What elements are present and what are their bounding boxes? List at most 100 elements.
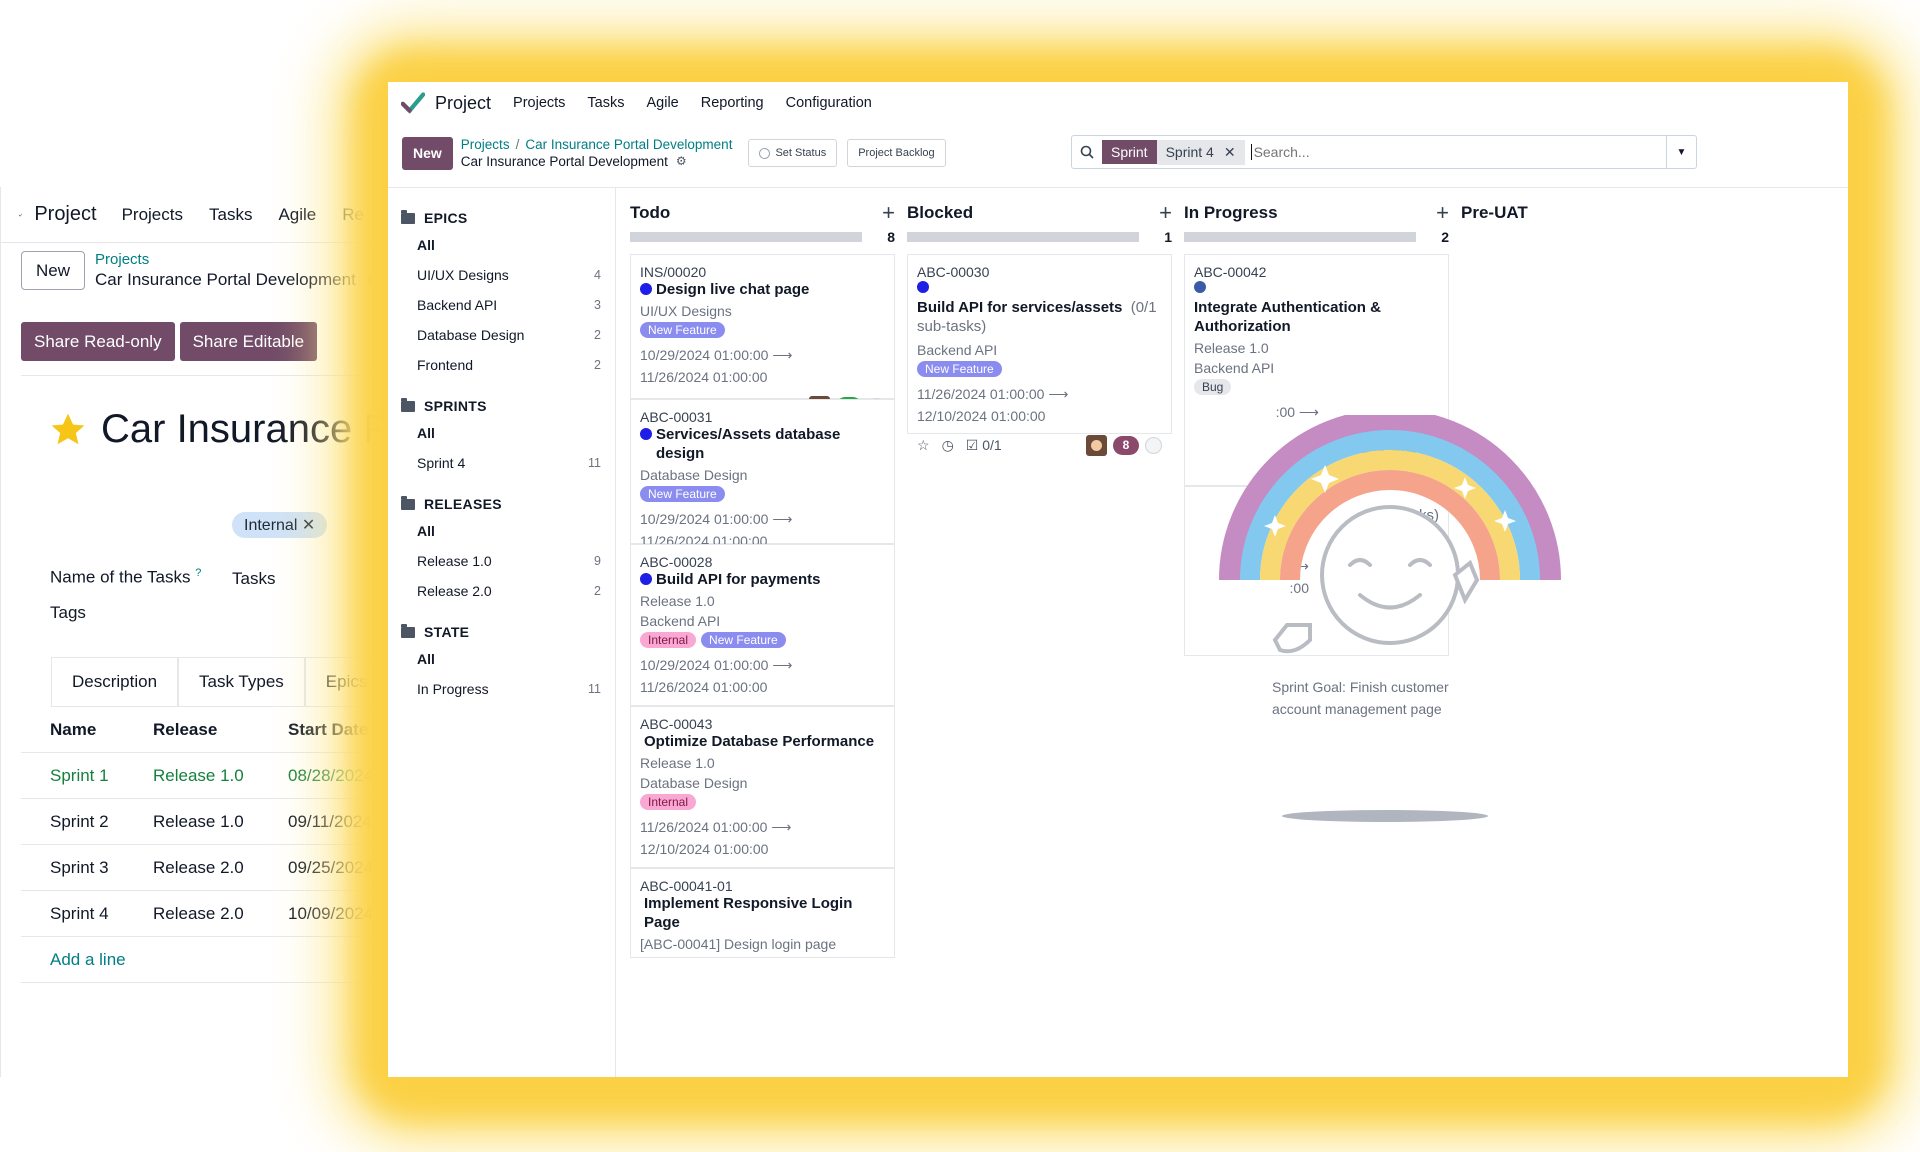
gear-icon[interactable]: ⚙ bbox=[675, 154, 687, 168]
remove-facet-icon[interactable]: ✕ bbox=[1223, 143, 1236, 160]
sidebar-item-sprint-4[interactable]: Sprint 4 11 bbox=[417, 455, 601, 471]
sidebar-item-frontend[interactable]: Frontend 2 bbox=[417, 357, 601, 373]
task-card[interactable]: ABC-00030 Build API for services/assets … bbox=[907, 254, 1172, 456]
field-label-name-of-tasks: Name of the Tasks ? bbox=[50, 567, 202, 587]
share-editable-button[interactable]: Share Editable bbox=[179, 322, 318, 361]
column-title[interactable]: Todo bbox=[630, 203, 671, 222]
star-icon[interactable]: ☆ bbox=[917, 436, 930, 453]
menu-agile[interactable]: Agile bbox=[278, 204, 317, 224]
sidebar-item-state-all[interactable]: All bbox=[417, 651, 435, 667]
avatar[interactable] bbox=[1086, 434, 1107, 456]
control-panel: New Projects / Car Insurance Portal Develo… bbox=[402, 135, 946, 171]
sidebar-item-releases-all[interactable]: All bbox=[417, 523, 435, 539]
divider bbox=[388, 187, 1848, 188]
sidebar-item-uiux-designs[interactable]: UI/UX Designs 4 bbox=[417, 267, 601, 283]
field-value-name-of-tasks[interactable]: Tasks bbox=[232, 569, 276, 588]
app-name[interactable]: Project bbox=[435, 92, 492, 113]
add-task-icon[interactable]: + bbox=[1159, 200, 1172, 225]
menu-projects[interactable]: Projects bbox=[513, 95, 566, 111]
task-end-date: 12/10/2024 01:00:00 bbox=[640, 841, 769, 857]
task-end-date: 11/26/2024 01:00:00 bbox=[640, 679, 768, 695]
task-reference: INS/00020 bbox=[640, 264, 707, 280]
project-logo-icon bbox=[401, 92, 425, 114]
help-icon[interactable]: ? bbox=[195, 567, 202, 579]
column-title[interactable]: Pre-UAT bbox=[1461, 203, 1528, 222]
task-card[interactable]: ABC-00031 Services/Assets database desig… bbox=[630, 399, 895, 581]
sidebar-item-database-design[interactable]: Database Design 2 bbox=[417, 327, 601, 343]
breadcrumb-projects-link[interactable]: Projects bbox=[460, 137, 510, 152]
status-circle-icon[interactable] bbox=[1145, 436, 1162, 454]
breadcrumb-project-link[interactable]: Car Insurance Portal Development bbox=[525, 137, 733, 152]
tag-internal: Internal bbox=[640, 794, 697, 810]
breadcrumb-projects-link[interactable]: Projects bbox=[95, 251, 150, 268]
task-start-date: 10/29/2024 01:00:00 bbox=[640, 657, 769, 673]
divider bbox=[21, 375, 390, 376]
add-task-icon[interactable]: + bbox=[1436, 200, 1449, 225]
column-progress-bar[interactable] bbox=[630, 232, 862, 242]
cell-name: Sprint 4 bbox=[50, 903, 109, 923]
search-facet-value: Sprint 4 ✕ bbox=[1156, 139, 1245, 165]
new-button[interactable]: New bbox=[21, 251, 86, 290]
task-card[interactable]: ABC-00028 Build API for payments Release… bbox=[630, 544, 895, 727]
set-status-button[interactable]: Set Status bbox=[748, 139, 838, 167]
rainbow-mascot-icon bbox=[1219, 415, 1561, 654]
column-progress-bar[interactable] bbox=[907, 232, 1139, 242]
column-header-release[interactable]: Release bbox=[153, 719, 218, 739]
priority-dot-icon bbox=[640, 573, 652, 585]
breadcrumb: Projects / Car Insurance Portal Developmen… bbox=[461, 136, 733, 170]
share-readonly-button[interactable]: Share Read-only bbox=[21, 322, 175, 361]
task-title: Design live chat page bbox=[656, 281, 810, 298]
section-releases: RELEASES bbox=[401, 492, 615, 516]
column-title[interactable]: Blocked bbox=[907, 203, 974, 222]
task-reference: ABC-00041-01 bbox=[640, 878, 733, 894]
project-backlog-button[interactable]: Project Backlog bbox=[847, 139, 946, 167]
tab-description[interactable]: Description bbox=[51, 657, 179, 706]
sidebar-item-release-2[interactable]: Release 2.0 2 bbox=[417, 583, 601, 599]
filter-sidebar: EPICS All UI/UX Designs 4 Backend API 3 Da… bbox=[388, 188, 616, 1077]
remove-tag-icon[interactable]: ✕ bbox=[301, 517, 316, 534]
favorite-star-icon[interactable] bbox=[49, 412, 87, 448]
add-a-line-link[interactable]: Add a line bbox=[50, 949, 126, 969]
chevron-down-icon[interactable]: ▼ bbox=[1666, 136, 1696, 168]
sidebar-item-backend-api[interactable]: Backend API 3 bbox=[417, 297, 601, 313]
folder-icon bbox=[401, 209, 415, 224]
column-header-name[interactable]: Name bbox=[50, 719, 97, 739]
cell-release: Release 2.0 bbox=[153, 857, 244, 877]
task-card[interactable]: ABC-00043 Optimize Database Performance … bbox=[630, 706, 895, 889]
clock-icon[interactable]: ◷ bbox=[941, 436, 954, 453]
add-task-icon[interactable]: + bbox=[882, 200, 895, 225]
task-reference: ABC-00028 bbox=[640, 554, 713, 570]
task-parent: [ABC-00041] Design login page bbox=[640, 936, 837, 952]
task-epic: Backend API bbox=[917, 342, 998, 358]
section-epics: EPICS bbox=[401, 206, 615, 230]
checklist-icon[interactable]: ☑ 0/1 bbox=[965, 436, 1002, 453]
task-end-date: 11/26/2024 01:00:00 bbox=[640, 369, 768, 385]
menu-agile[interactable]: Agile bbox=[646, 95, 679, 111]
sidebar-item-sprints-all[interactable]: All bbox=[417, 425, 435, 441]
task-epic: Backend API bbox=[1194, 360, 1275, 376]
kanban-column-blocked: Blocked + 1 ABC-00030 Build API for servi… bbox=[907, 188, 1172, 456]
sidebar-item-epics-all[interactable]: All bbox=[417, 237, 435, 253]
search-input[interactable] bbox=[1250, 144, 1666, 160]
sidebar-item-release-1[interactable]: Release 1.0 9 bbox=[417, 553, 601, 569]
menu-reporting[interactable]: Reporting bbox=[700, 95, 764, 111]
tag-internal[interactable]: Internal ✕ bbox=[232, 512, 328, 538]
column-title[interactable]: In Progress bbox=[1184, 203, 1278, 222]
tab-task-types[interactable]: Task Types bbox=[178, 657, 305, 706]
new-button[interactable]: New bbox=[402, 136, 453, 170]
menu-tasks[interactable]: Tasks bbox=[208, 204, 253, 224]
task-card[interactable]: INS/00020 Design live chat page UI/UX De… bbox=[630, 254, 895, 417]
sidebar-item-in-progress[interactable]: In Progress 11 bbox=[417, 681, 601, 697]
section-sprints: SPRINTS bbox=[401, 394, 615, 418]
menu-tasks[interactable]: Tasks bbox=[587, 95, 625, 111]
column-progress-bar[interactable] bbox=[1184, 232, 1416, 242]
search-icon[interactable] bbox=[1072, 145, 1102, 159]
task-end-date: 12/10/2024 01:00:00 bbox=[917, 408, 1046, 424]
task-card[interactable]: ABC-00041-01 Implement Responsive Login … bbox=[630, 868, 895, 958]
folder-icon bbox=[401, 495, 415, 510]
menu-configuration[interactable]: Configuration bbox=[785, 95, 872, 111]
field-label-tags: Tags bbox=[50, 603, 86, 622]
menu-projects[interactable]: Projects bbox=[121, 204, 183, 224]
app-name[interactable]: Project bbox=[34, 203, 97, 225]
